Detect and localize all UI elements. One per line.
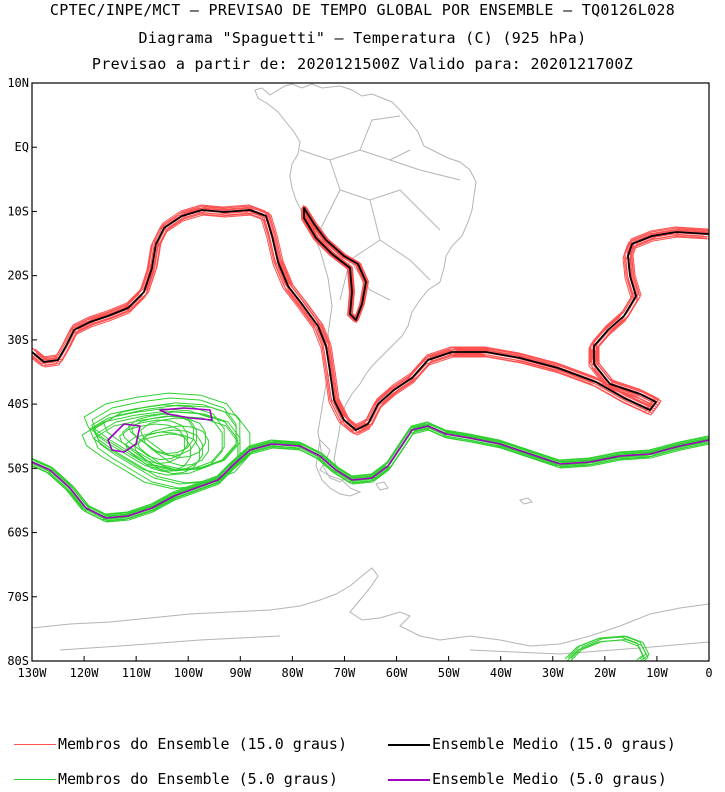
member-contour-15	[32, 207, 707, 429]
member-contour-5	[134, 433, 200, 475]
legend-swatch-members-15	[14, 744, 56, 745]
mean-contour-5	[107, 423, 141, 453]
lat-tick-label: 10N	[7, 76, 29, 90]
member-contour-5	[32, 423, 707, 517]
mean-contour-5	[32, 425, 709, 519]
lat-tick-label: 50S	[7, 461, 29, 475]
antarctica-inland	[59, 635, 709, 655]
lon-tick-label: 80W	[282, 666, 304, 680]
lat-tick-label: 40S	[7, 397, 29, 411]
member-contour-15	[36, 208, 709, 430]
member-contour-5	[32, 422, 709, 516]
south-georgia-coastline	[519, 497, 533, 505]
lat-tick-label: EQ	[15, 140, 29, 154]
member-contour-5	[33, 423, 709, 517]
legend-label-members-15: Membros do Ensemble (15.0 graus)	[58, 735, 347, 753]
member-contour-15	[301, 208, 364, 322]
member-contour-15	[32, 209, 706, 431]
legend-swatch-mean-5	[388, 779, 430, 781]
falklands-coastline	[375, 481, 389, 491]
member-contour-15	[34, 206, 709, 428]
member-contour-5	[89, 408, 223, 476]
member-contour-5	[128, 413, 194, 455]
lon-tick-label: 40W	[490, 666, 512, 680]
legend-label-mean-15: Ensemble Medio (15.0 graus)	[432, 735, 676, 753]
lon-tick-label: 110W	[122, 666, 152, 680]
lon-tick-label: 0	[705, 666, 712, 680]
contour-lines	[32, 204, 709, 661]
member-contour-5	[83, 392, 241, 472]
member-contour-5	[32, 429, 709, 523]
legend-label-members-5: Membros do Ensemble (5.0 graus)	[58, 770, 338, 788]
member-contour-5	[81, 410, 239, 490]
member-contour-5	[140, 417, 206, 459]
lon-tick-label: 120W	[70, 666, 100, 680]
title-line-3: Previsao a partir de: 2020121500Z Valido…	[91, 55, 634, 73]
member-contour-5	[93, 404, 251, 484]
member-contour-5	[95, 411, 241, 485]
lat-tick-label: 80S	[7, 654, 29, 668]
lon-tick-label: 20W	[594, 666, 616, 680]
lon-tick-label: 50W	[438, 666, 460, 680]
member-contour-5	[93, 415, 239, 489]
map-frame	[31, 82, 710, 662]
member-contour-5	[570, 636, 650, 660]
lat-tick-label: 70S	[7, 590, 29, 604]
member-contour-5	[32, 421, 709, 515]
country-borders	[299, 115, 461, 301]
legend-swatch-members-5	[14, 779, 56, 780]
lon-tick-label: 130W	[18, 666, 48, 680]
lat-tick-label: 20S	[7, 269, 29, 283]
member-contour-5	[32, 425, 706, 519]
member-contour-15	[32, 213, 708, 435]
lat-tick-label: 30S	[7, 333, 29, 347]
lat-tick-label: 10S	[7, 204, 29, 218]
member-contour-5	[103, 402, 237, 470]
mean-contour-15	[32, 209, 709, 431]
mean-contour-15	[303, 207, 367, 321]
member-contour-5	[566, 639, 645, 661]
member-contour-15	[304, 210, 367, 323]
member-contour-15	[306, 207, 369, 320]
member-contour-15	[32, 214, 709, 436]
lon-tick-label: 60W	[386, 666, 408, 680]
lon-tick-label: 70W	[334, 666, 356, 680]
legend-label-mean-5: Ensemble Medio (5.0 graus)	[432, 770, 667, 788]
antarctica-coastline	[32, 567, 709, 647]
lon-tick-label: 30W	[542, 666, 564, 680]
lon-tick-label: 100W	[174, 666, 204, 680]
legend-swatch-mean-15	[388, 744, 430, 746]
mean-contour-5	[159, 407, 213, 421]
member-contour-5	[91, 397, 237, 471]
member-contour-5	[569, 639, 649, 661]
member-contour-5	[125, 431, 191, 473]
title-line-2: Diagrama "Spaguetti" – Temperatura (C) (…	[138, 29, 587, 47]
member-contour-15	[32, 211, 705, 433]
lon-tick-label: 10W	[646, 666, 668, 680]
coastlines	[32, 83, 709, 655]
lat-tick-label: 60S	[7, 526, 29, 540]
member-contour-5	[567, 635, 647, 660]
title-line-1: CPTEC/INPE/MCT – PREVISAO DE TEMPO GLOBA…	[49, 1, 676, 19]
lon-tick-label: 90W	[229, 666, 251, 680]
member-contour-5	[119, 423, 185, 465]
